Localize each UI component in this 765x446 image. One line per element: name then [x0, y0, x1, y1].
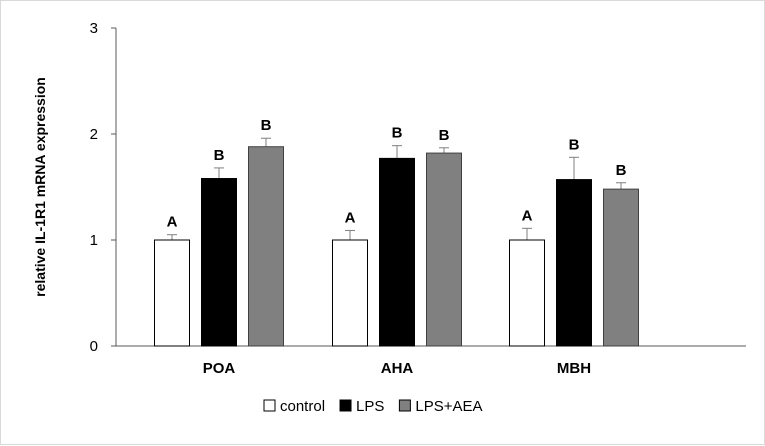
y-tick-label: 0 [90, 338, 98, 355]
significance-label: B [569, 136, 580, 153]
bar-lps-mbh [556, 179, 592, 347]
bar-control-aha [332, 239, 368, 347]
bar-lps-aha [379, 157, 415, 347]
significance-label: B [616, 162, 627, 179]
significance-label: A [522, 207, 533, 224]
legend-label: LPS [356, 398, 384, 415]
y-tick-label: 1 [90, 232, 98, 249]
bar-lps-aea-aha [426, 152, 462, 347]
significance-label: B [214, 147, 225, 164]
category-label: MBH [557, 360, 591, 377]
bar-lps-aea-poa [248, 146, 284, 347]
legend-label: control [280, 398, 325, 415]
legend-label: LPS+AEA [415, 398, 482, 415]
bar-control-mbh [509, 239, 545, 347]
y-axis-label: relative IL-1R1 mRNA expression [32, 77, 48, 297]
y-tick-label: 3 [90, 20, 98, 37]
significance-label: B [439, 127, 450, 144]
significance-label: B [261, 117, 272, 134]
legend-swatch [398, 399, 411, 412]
category-label: AHA [381, 360, 414, 377]
legend-swatch [339, 399, 352, 412]
significance-label: B [392, 125, 403, 142]
bar-lps-aea-mbh [603, 188, 639, 347]
significance-label: A [167, 214, 178, 231]
legend-swatch [263, 399, 276, 412]
bar-lps-poa [201, 178, 237, 347]
significance-label: A [345, 209, 356, 226]
category-label: POA [203, 360, 236, 377]
y-tick-label: 2 [90, 126, 98, 143]
bar-control-poa [154, 239, 190, 347]
